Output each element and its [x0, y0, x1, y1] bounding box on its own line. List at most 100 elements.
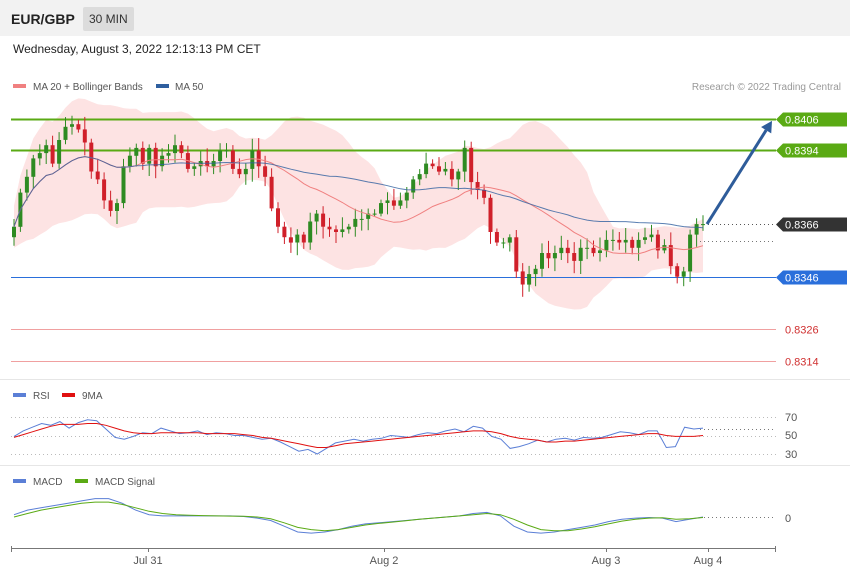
candle-body — [50, 145, 55, 164]
candle-body — [610, 239, 615, 241]
legend-label-rsi: RSI — [33, 391, 50, 402]
level-tag-0.8406 — [776, 112, 847, 127]
candle-body — [482, 189, 487, 198]
candle-body — [269, 176, 274, 209]
timeframe-badge[interactable]: 30 MIN — [83, 7, 134, 31]
legend-label-macd-signal: MACD Signal — [95, 477, 155, 488]
candle-body — [115, 203, 119, 211]
candle-body — [89, 142, 94, 172]
candle-body — [57, 140, 62, 164]
candle-body — [288, 237, 293, 243]
candle-body — [224, 150, 229, 152]
candle-body — [243, 168, 248, 175]
candle-body — [437, 166, 441, 172]
legend-swatch-macd-signal — [75, 479, 88, 483]
price-levels — [11, 118, 776, 362]
candle-body — [655, 234, 660, 251]
candle-body — [694, 224, 699, 235]
forecast-arrow-shaft — [705, 129, 768, 225]
time-axis-label: Jul 31 — [133, 555, 162, 567]
candle-body — [552, 253, 557, 259]
symbol-title: EUR/GBP — [11, 11, 75, 27]
candle-body — [533, 268, 538, 275]
candle-body — [585, 247, 590, 249]
legend-swatch-rsi — [13, 393, 26, 397]
legend-label-ma50: MA 50 — [175, 82, 204, 93]
candle-body — [649, 234, 654, 238]
candle-body — [340, 229, 345, 232]
candle-body — [578, 247, 583, 261]
candle-body — [604, 239, 609, 251]
time-axis-label: Aug 3 — [592, 555, 621, 567]
candle-body — [63, 126, 68, 140]
candle-body — [559, 247, 564, 254]
legend-swatch-ma50 — [156, 84, 169, 88]
level-tag-0.8346 — [776, 270, 847, 285]
candle-body — [218, 150, 223, 161]
legend-label-macd: MACD — [33, 477, 62, 488]
candle-body — [359, 218, 364, 220]
candle-body — [430, 163, 435, 167]
candle-body — [282, 226, 287, 238]
candle-body — [488, 197, 493, 232]
candle-body — [44, 145, 49, 154]
candle-body — [662, 245, 667, 251]
candle-body — [494, 232, 499, 243]
candle-body — [675, 266, 680, 277]
candle-body — [31, 158, 36, 177]
candle-body — [173, 145, 177, 154]
candle-body — [256, 150, 261, 167]
candle-body — [591, 247, 596, 254]
level-tag-0.8366 — [776, 217, 847, 232]
candle-body — [321, 213, 326, 227]
level-label-0.8366: 0.8366 — [785, 220, 819, 232]
rsi-pane: RSI 9MA 70 50 30 — [11, 391, 797, 461]
candle-body — [701, 224, 705, 226]
candle-body — [398, 200, 403, 206]
candle-body — [630, 239, 635, 248]
candle-body — [140, 147, 145, 164]
candle-body — [160, 155, 165, 167]
level-label-0.8326: 0.8326 — [785, 325, 819, 337]
candle-body — [385, 200, 390, 203]
time-axis-label: Aug 4 — [694, 555, 723, 567]
candle-body — [449, 168, 454, 180]
candle-body — [475, 182, 480, 190]
candle-body — [507, 237, 512, 243]
candle-body — [70, 124, 74, 127]
candle-body — [301, 234, 306, 243]
level-label-0.8406: 0.8406 — [785, 115, 819, 127]
candle-body — [643, 237, 647, 240]
level-tag-0.8394 — [776, 143, 847, 158]
candle-body — [12, 226, 16, 238]
macd-zero-label: 0 — [785, 513, 791, 525]
chart-header: EUR/GBP 30 MIN — [0, 0, 850, 36]
level-label-0.8394: 0.8394 — [785, 146, 819, 158]
time-axis: Jul 31 Aug 2 Aug 3 Aug 4 — [11, 546, 776, 567]
candle-body — [469, 147, 474, 183]
candle-body — [636, 239, 641, 248]
candle-body — [308, 221, 313, 243]
candle-body — [565, 247, 570, 254]
legend-swatch-ma20 — [13, 84, 26, 88]
candle-body — [520, 271, 525, 285]
candle-body — [327, 226, 332, 230]
candle-body — [688, 234, 693, 272]
candle-body — [134, 147, 139, 156]
candle-body — [237, 168, 242, 175]
forecast-arrow-head — [761, 120, 772, 134]
ma50-line — [13, 156, 704, 229]
candle-body — [514, 237, 519, 272]
candle-body — [456, 171, 461, 180]
candle-body — [572, 253, 577, 261]
level-labels: 0.8406 0.8394 0.8366 0.8346 0.8326 0.8314 — [776, 112, 847, 369]
candle-body — [179, 145, 184, 154]
candle-body — [353, 218, 358, 227]
copyright-note: Research © 2022 Trading Central — [692, 82, 841, 93]
candle-body — [121, 166, 126, 204]
candle-body — [372, 213, 377, 215]
macd-line — [13, 498, 704, 534]
candle-body — [127, 155, 132, 167]
candlestick-series — [12, 115, 705, 297]
